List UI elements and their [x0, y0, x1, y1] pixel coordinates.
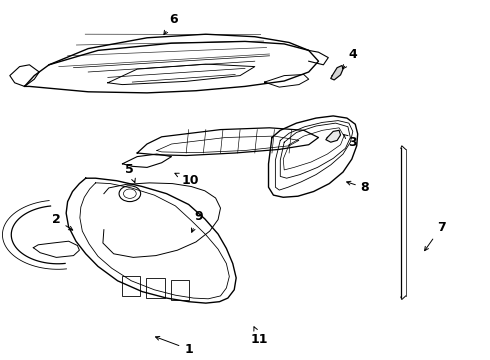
Text: 4: 4 [343, 48, 357, 69]
Text: 8: 8 [347, 181, 369, 194]
Bar [146, 278, 165, 298]
Polygon shape [331, 66, 343, 80]
Text: 7: 7 [425, 221, 445, 251]
Text: 11: 11 [251, 327, 269, 346]
Text: 2: 2 [52, 213, 73, 230]
Text: 9: 9 [192, 210, 203, 232]
Text: 1: 1 [155, 336, 193, 356]
Polygon shape [326, 130, 341, 142]
Text: 10: 10 [175, 173, 199, 187]
Text: 3: 3 [343, 134, 357, 149]
Text: 5: 5 [125, 163, 135, 183]
Bar [122, 276, 140, 296]
Bar [171, 280, 189, 300]
Text: 6: 6 [164, 13, 178, 35]
